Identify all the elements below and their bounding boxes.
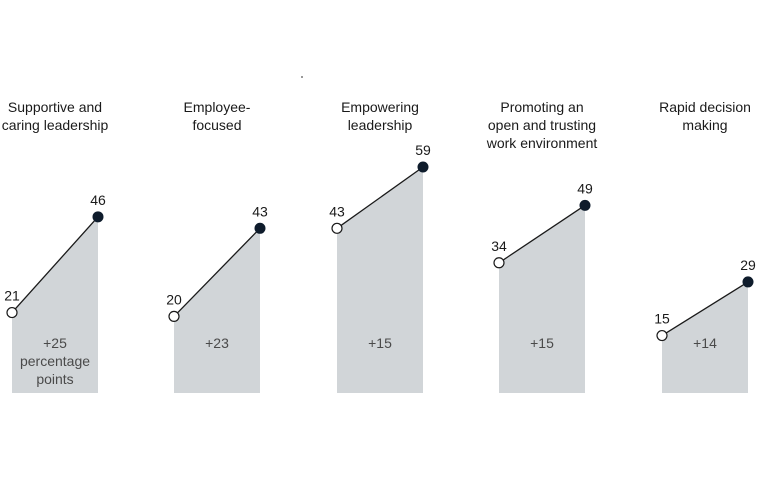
area-fill <box>337 167 423 393</box>
panel-title: Employee- focused <box>183 99 251 133</box>
end-value-label: 46 <box>90 192 106 208</box>
start-value-label: 15 <box>654 311 670 327</box>
area-fill <box>662 281 748 393</box>
delta-note-label: points <box>36 371 73 387</box>
delta-note-label: percentage <box>20 353 90 369</box>
start-point <box>493 257 505 269</box>
start-point <box>168 310 180 322</box>
delta-label: +25 <box>43 335 67 351</box>
start-value-label: 43 <box>329 203 345 219</box>
end-point <box>254 222 266 234</box>
slope-line <box>498 204 586 264</box>
panel-title: Rapid decision making <box>659 99 751 133</box>
end-value-label: 29 <box>740 257 756 273</box>
end-value-label: 59 <box>415 142 431 158</box>
start-value-label: 20 <box>166 291 182 307</box>
panel-title: Promoting an open and trusting work envi… <box>486 99 598 151</box>
area-fill <box>499 205 585 393</box>
start-value-label: 34 <box>491 238 507 254</box>
delta-label: +14 <box>693 335 717 351</box>
start-value-label: 21 <box>4 288 20 304</box>
start-point <box>656 329 668 342</box>
slope-line <box>173 227 261 317</box>
start-point <box>331 222 343 234</box>
end-point <box>579 199 591 211</box>
slope-line <box>661 281 749 337</box>
slope-line <box>336 166 424 229</box>
panel-title: Empowering leadership <box>341 99 419 133</box>
delta-label: +15 <box>530 335 554 351</box>
area-fill <box>174 228 260 393</box>
delta-label: +15 <box>368 335 392 351</box>
start-point <box>6 306 18 319</box>
end-point <box>742 276 754 288</box>
slope-line <box>11 216 99 314</box>
end-value-label: 43 <box>252 203 268 219</box>
end-point <box>417 161 429 173</box>
stray-dot <box>301 76 303 78</box>
end-point <box>92 211 104 223</box>
delta-label: +23 <box>205 335 229 351</box>
area-fill <box>12 216 98 393</box>
panel-title: Supportive and caring leadership <box>1 99 109 133</box>
end-value-label: 49 <box>577 180 593 196</box>
